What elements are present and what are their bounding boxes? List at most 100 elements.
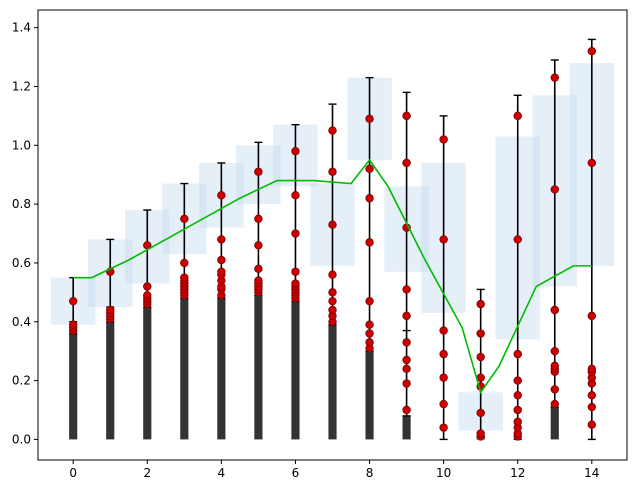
data-point	[402, 355, 411, 365]
data-point	[439, 349, 448, 359]
data-point	[587, 364, 597, 374]
y-tick-label: 1.4	[12, 21, 31, 35]
points-6	[291, 146, 300, 303]
data-point	[291, 229, 300, 238]
data-point	[476, 352, 485, 362]
bar-13	[550, 407, 559, 440]
points-10	[439, 135, 448, 432]
data-point	[328, 305, 337, 315]
data-point	[587, 402, 597, 412]
bar-9	[402, 415, 411, 440]
data-point	[402, 405, 411, 415]
points-14	[587, 46, 597, 429]
y-tick-label: 0.0	[12, 432, 31, 446]
data-point	[439, 326, 448, 335]
bar-3	[180, 298, 189, 440]
points-5	[254, 167, 263, 297]
data-point	[217, 255, 226, 265]
x-tick-label: 12	[510, 466, 525, 480]
y-tick-label: 0.4	[12, 315, 31, 329]
points-9	[402, 111, 411, 415]
data-point	[365, 320, 374, 329]
data-point	[550, 361, 559, 371]
bar-4	[217, 298, 226, 440]
data-point	[143, 282, 152, 291]
points-0	[68, 296, 78, 335]
data-point	[328, 296, 337, 306]
data-point	[254, 214, 263, 224]
data-point	[291, 267, 300, 276]
data-point	[365, 296, 374, 306]
y-tick-label: 0.2	[12, 374, 31, 388]
bar-1	[106, 321, 115, 440]
bar-0	[69, 333, 78, 440]
data-point	[402, 311, 411, 321]
data-point	[365, 194, 374, 203]
points-4	[217, 191, 226, 300]
x-tick-label: 10	[436, 466, 451, 480]
data-point	[550, 305, 559, 315]
data-point	[365, 238, 374, 247]
points-13	[550, 73, 559, 409]
x-tick-label: 4	[218, 466, 226, 480]
x-tick-label: 6	[292, 466, 300, 480]
data-point	[402, 379, 411, 388]
data-point	[328, 167, 337, 176]
data-point	[439, 423, 448, 432]
data-point	[587, 158, 597, 168]
data-point	[439, 373, 448, 382]
y-tick-label: 0.6	[12, 256, 31, 270]
data-point	[68, 296, 78, 306]
data-point	[254, 276, 263, 285]
bar-2	[143, 307, 152, 440]
data-point	[217, 191, 226, 200]
data-point	[68, 320, 78, 329]
data-point	[550, 399, 559, 409]
data-point	[217, 267, 226, 276]
data-point	[439, 399, 448, 409]
data-point	[291, 191, 300, 200]
points-7	[328, 126, 337, 326]
data-point	[217, 235, 226, 244]
data-point	[365, 329, 374, 338]
data-point	[402, 158, 411, 168]
trend-line	[73, 158, 592, 395]
data-point	[476, 329, 485, 338]
data-point	[513, 349, 522, 359]
data-point	[328, 270, 337, 279]
y-tick-label: 1.2	[12, 79, 31, 93]
points-1	[106, 267, 115, 324]
x-tick-label: 0	[69, 466, 77, 480]
data-point	[513, 391, 522, 400]
data-point	[328, 126, 337, 135]
data-point	[513, 111, 522, 121]
data-point	[587, 391, 597, 400]
data-point	[439, 135, 448, 144]
data-point	[180, 273, 189, 282]
bar-6	[291, 301, 300, 440]
data-point	[439, 235, 448, 244]
data-point	[254, 264, 263, 274]
data-point	[476, 299, 485, 309]
data-point	[180, 214, 189, 224]
data-point	[365, 114, 374, 124]
bar-5	[254, 295, 263, 440]
x-tick-label: 14	[584, 466, 599, 480]
axes-frame	[37, 9, 628, 461]
points-8	[365, 114, 374, 353]
data-point	[513, 417, 522, 426]
data-point	[254, 167, 263, 176]
data-point	[402, 364, 411, 374]
plot-area	[50, 38, 615, 441]
data-point	[402, 111, 411, 121]
data-point	[180, 258, 189, 268]
data-point	[513, 376, 522, 385]
data-point	[587, 420, 597, 429]
data-point	[328, 288, 337, 297]
data-point	[476, 408, 485, 418]
points-12	[513, 111, 522, 441]
data-point	[587, 311, 597, 321]
points-2	[143, 241, 152, 309]
data-point	[476, 429, 485, 438]
data-point	[550, 73, 559, 82]
